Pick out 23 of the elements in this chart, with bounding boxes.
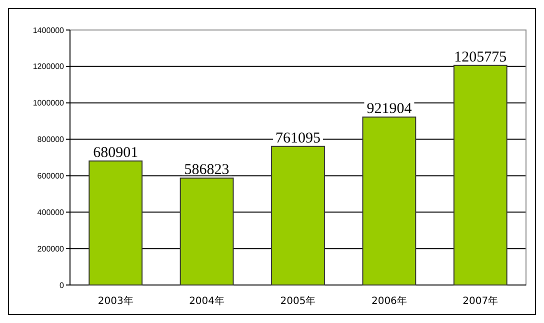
data-label: 1205775: [454, 49, 507, 66]
x-tick-label: 2005年: [280, 295, 316, 307]
data-label: 921904: [366, 101, 412, 118]
y-tick-label: 400000: [37, 208, 65, 217]
x-tick-label: 2007年: [462, 295, 498, 307]
bar: [271, 146, 325, 286]
x-tick-label: 2003年: [98, 295, 134, 307]
x-tick-label: 2004年: [189, 295, 225, 307]
bar: [362, 116, 416, 286]
y-tick-label: 800000: [37, 135, 65, 144]
y-tick-label: 1400000: [32, 26, 65, 35]
y-tick-label: 200000: [37, 244, 65, 254]
y-tick-label: 1200000: [32, 62, 65, 72]
bar: [180, 178, 234, 286]
y-tick-label: 600000: [37, 172, 65, 181]
bar: [453, 64, 508, 286]
bar: [88, 160, 143, 286]
x-tick-label: 2006年: [371, 295, 407, 307]
data-label: 680901: [93, 144, 138, 161]
data-label: 586823: [184, 162, 230, 178]
data-label: 761095: [276, 130, 320, 146]
y-tick-label: 0: [60, 280, 65, 290]
y-tick-label: 1000000: [32, 98, 65, 108]
